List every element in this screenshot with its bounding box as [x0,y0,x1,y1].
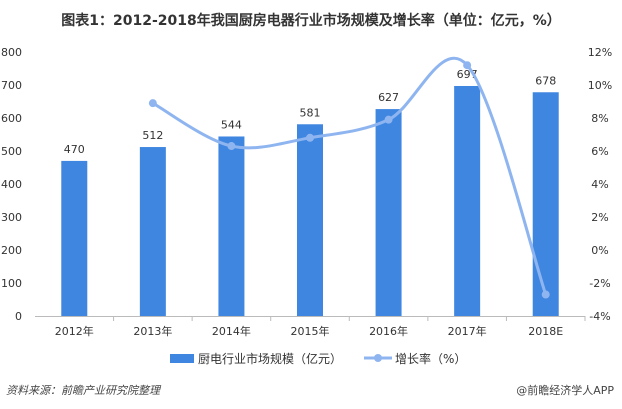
growth-rate-point [541,290,550,299]
growth-rate-point [148,99,157,108]
right-axis-tick: 6% [591,145,608,158]
left-axis-tick: 100 [1,277,22,290]
x-axis-tick: 2016年 [369,324,408,338]
left-axis-tick: 700 [1,79,22,92]
legend-bar-swatch [170,354,194,363]
x-axis-tick: 2012年 [55,324,94,338]
bar [297,124,323,317]
bar-data-label: 678 [535,74,556,87]
bar [532,92,559,316]
bar [375,109,402,316]
legend-bar-label: 厨电行业市场规模（亿元） [198,351,342,366]
credit: @前瞻经济学人APP [516,384,614,397]
left-axis-tick: 200 [1,244,22,257]
right-axis-tick: -2% [589,277,610,290]
legend-line-marker [374,354,382,362]
right-axis-tick: 10% [588,79,612,92]
growth-rate-line [152,56,548,296]
bar-data-label: 470 [64,143,85,156]
bar [61,160,88,316]
growth-rate-point [306,133,314,142]
x-axis-tick: 2017年 [448,324,487,338]
right-axis-tick: 0% [591,244,608,257]
source-note: 资料来源：前瞻产业研究院整理 [6,384,160,397]
left-axis-tick: 0 [15,310,22,323]
x-axis-tick: 2018E [528,325,563,338]
x-axis-tick: 2015年 [291,324,330,338]
chart-title: 图表1：2012-2018年我国厨房电器行业市场规模及增长率（单位：亿元，%） [61,13,561,29]
right-axis-tick: -4% [589,310,610,323]
right-axis-tick: 12% [588,46,612,59]
growth-rate-point [384,115,393,124]
growth-rate-point [463,61,472,70]
left-axis-tick: 600 [1,112,22,125]
left-axis-tick: 400 [1,178,22,191]
bar-data-label: 581 [300,106,321,119]
legend-line-label: 增长率（%） [395,351,466,366]
growth-rate-point [227,142,236,151]
bar-data-label: 627 [378,91,399,104]
right-axis-tick: 2% [591,211,608,224]
left-axis-tick: 300 [1,211,22,224]
x-axis-tick: 2013年 [133,324,172,338]
left-axis-tick: 800 [1,46,22,59]
bar [454,85,481,317]
right-axis-tick: 4% [591,178,608,191]
right-axis-tick: 8% [591,112,608,125]
x-axis-tick: 2014年 [212,324,251,338]
bar [218,136,245,316]
bar-data-label: 544 [221,118,242,131]
left-axis-tick: 500 [1,145,22,158]
bar-data-label: 512 [142,129,163,142]
bar [139,147,166,316]
